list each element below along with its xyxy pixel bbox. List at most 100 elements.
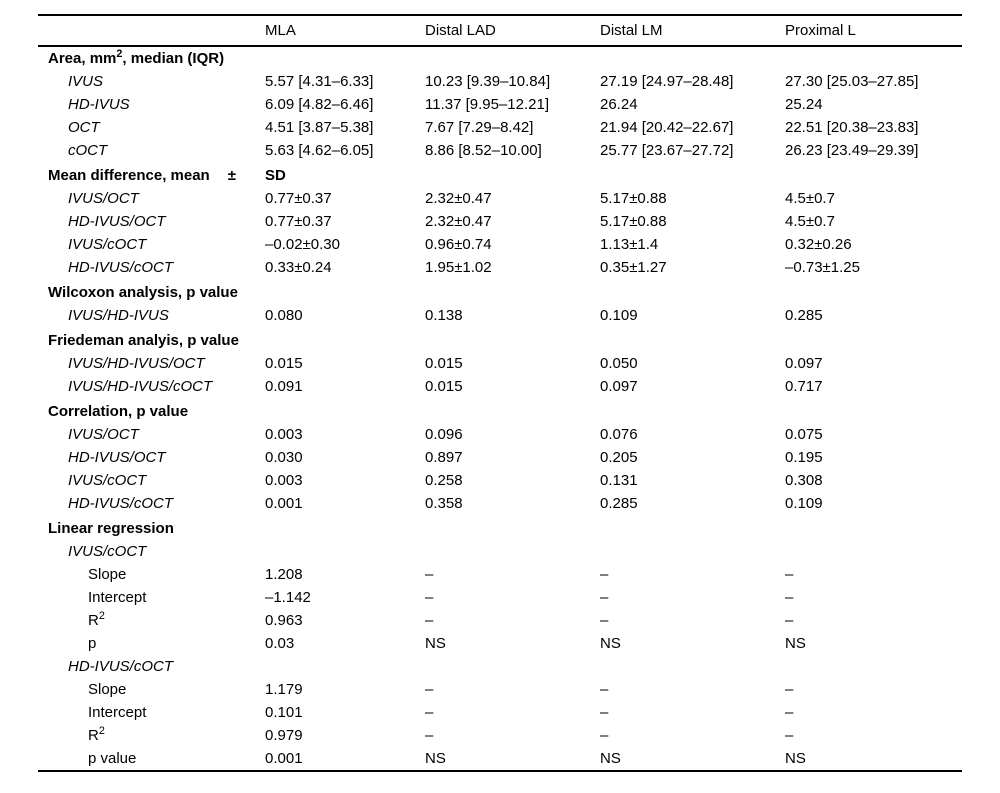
table-cell: 0.35±1.27: [600, 259, 667, 276]
table-cell: 1.179: [265, 681, 303, 698]
table-row: R2 0.979 – – –: [38, 724, 962, 747]
table-cell: 0.77±0.37: [265, 213, 332, 230]
table-row: HD-IVUS/OCT 0.77±0.37 2.32±0.47 5.17±0.88 4.…: [38, 210, 962, 233]
table-row: IVUS/HD-IVUS 0.080 0.138 0.109 0.285: [38, 304, 962, 327]
table-cell: 1.95±1.02: [425, 259, 492, 276]
table-cell: 25.77 [23.67–27.72]: [600, 142, 734, 159]
table-cell: 4.5±0.7: [785, 190, 835, 207]
table-cell: 26.23 [23.49–29.39]: [785, 142, 919, 159]
row-label: Correlation, p value: [48, 403, 189, 420]
table-cell: NS: [600, 750, 621, 767]
table-cell: –1.142: [265, 589, 311, 606]
column-header-proximal-l: Proximal L: [785, 22, 856, 39]
row-label: Friedeman analyis, p value: [48, 332, 239, 349]
column-header-distal-lm: Distal LM: [600, 22, 663, 39]
table-cell: –0.02±0.30: [265, 236, 340, 253]
table-cell: 0.097: [785, 355, 823, 372]
row-label: Intercept: [88, 589, 147, 606]
row-label: IVUS: [68, 73, 104, 90]
table-cell: NS: [785, 635, 806, 652]
table-cell: 26.24: [600, 96, 638, 113]
table-cell: NS: [425, 635, 446, 652]
table-cell: 0.77±0.37: [265, 190, 332, 207]
table-cell: –: [785, 566, 794, 583]
table-cell: –: [785, 681, 794, 698]
row-label: IVUS/OCT: [68, 190, 139, 207]
row-label: OCT: [68, 119, 100, 136]
table-cell: 0.285: [600, 495, 638, 512]
table-cell: 0.015: [425, 378, 463, 395]
table-row: Slope 1.208 – – –: [38, 563, 962, 586]
table-cell: 25.24: [785, 96, 823, 113]
table-cell: 0.075: [785, 426, 823, 443]
table-cell: 0.358: [425, 495, 463, 512]
table-cell: 0.308: [785, 472, 823, 489]
table-header-rule: [38, 45, 962, 47]
table-cell: –: [785, 612, 794, 629]
table-row: Slope 1.179 – – –: [38, 678, 962, 701]
row-label: IVUS/cOCT: [68, 236, 147, 253]
table-cell: 0.979: [265, 727, 303, 744]
table-cell: –: [785, 704, 794, 721]
row-label: HD-IVUS/OCT: [68, 213, 166, 230]
table-cell: 0.138: [425, 307, 463, 324]
table-cell: 0.101: [265, 704, 303, 721]
table-row: Mean difference, mean ± SD: [38, 164, 962, 187]
table-cell: –: [785, 589, 794, 606]
table-cell: 0.003: [265, 426, 303, 443]
table-row: Linear regression: [38, 517, 962, 540]
table-cell: –: [785, 727, 794, 744]
table-top-rule: [38, 14, 962, 16]
table-row: Friedeman analyis, p value: [38, 329, 962, 352]
table-cell: –0.73±1.25: [785, 259, 860, 276]
table-cell: 0.963: [265, 612, 303, 629]
table-row: IVUS/cOCT: [38, 540, 962, 563]
column-header-distal-lad: Distal LAD: [425, 22, 496, 39]
table-row: Area, mm2, median (IQR): [38, 47, 962, 70]
table-row: IVUS/cOCT –0.02±0.30 0.96±0.74 1.13±1.4 0.32…: [38, 233, 962, 256]
table-cell: 0.96±0.74: [425, 236, 492, 253]
row-label: HD-IVUS/OCT: [68, 449, 166, 466]
row-label: HD-IVUS/cOCT: [68, 495, 173, 512]
plus-minus-symbol: ±: [227, 167, 236, 184]
table-cell: 4.51 [3.87–5.38]: [265, 119, 374, 136]
row-label: IVUS/OCT: [68, 426, 139, 443]
table-cell: 2.32±0.47: [425, 190, 492, 207]
table-row: HD-IVUS/cOCT: [38, 655, 962, 678]
table-cell: 0.001: [265, 750, 303, 767]
table-cell: 0.015: [265, 355, 303, 372]
table-cell: 11.37 [9.95–12.21]: [425, 96, 549, 113]
table-cell: SD: [265, 167, 286, 184]
table-cell: –: [600, 589, 609, 606]
table-cell: –: [600, 681, 609, 698]
table-cell: 5.17±0.88: [600, 213, 667, 230]
table-row: IVUS/cOCT 0.003 0.258 0.131 0.308: [38, 469, 962, 492]
row-label: HD-IVUS: [68, 96, 130, 113]
row-label: IVUS/HD-IVUS/cOCT: [68, 378, 213, 395]
table-cell: –: [600, 727, 609, 744]
table-cell: 0.091: [265, 378, 303, 395]
table-row: IVUS/HD-IVUS/OCT 0.015 0.015 0.050 0.097: [38, 352, 962, 375]
table-row: OCT 4.51 [3.87–5.38] 7.67 [7.29–8.42] 21.94…: [38, 116, 962, 139]
row-label: p: [88, 635, 97, 652]
table-row: IVUS/HD-IVUS/cOCT 0.091 0.015 0.097 0.717: [38, 375, 962, 398]
table-cell: 0.109: [785, 495, 823, 512]
table-cell: 6.09 [4.82–6.46]: [265, 96, 374, 113]
table-cell: 0.897: [425, 449, 463, 466]
table-cell: 21.94 [20.42–22.67]: [600, 119, 734, 136]
table-cell: –: [425, 566, 434, 583]
table-cell: 0.097: [600, 378, 638, 395]
table-cell: 27.30 [25.03–27.85]: [785, 73, 919, 90]
table-cell: 0.109: [600, 307, 638, 324]
table-row: Correlation, p value: [38, 400, 962, 423]
table-row: HD-IVUS/OCT 0.030 0.897 0.205 0.195: [38, 446, 962, 469]
row-label: Linear regression: [48, 520, 174, 537]
table-cell: 0.195: [785, 449, 823, 466]
table-cell: 0.080: [265, 307, 303, 324]
table-cell: 10.23 [9.39–10.84]: [425, 73, 551, 90]
table-cell: 5.57 [4.31–6.33]: [265, 73, 374, 90]
table-cell: –: [425, 681, 434, 698]
table-cell: 4.5±0.7: [785, 213, 835, 230]
table-cell: –: [600, 612, 609, 629]
